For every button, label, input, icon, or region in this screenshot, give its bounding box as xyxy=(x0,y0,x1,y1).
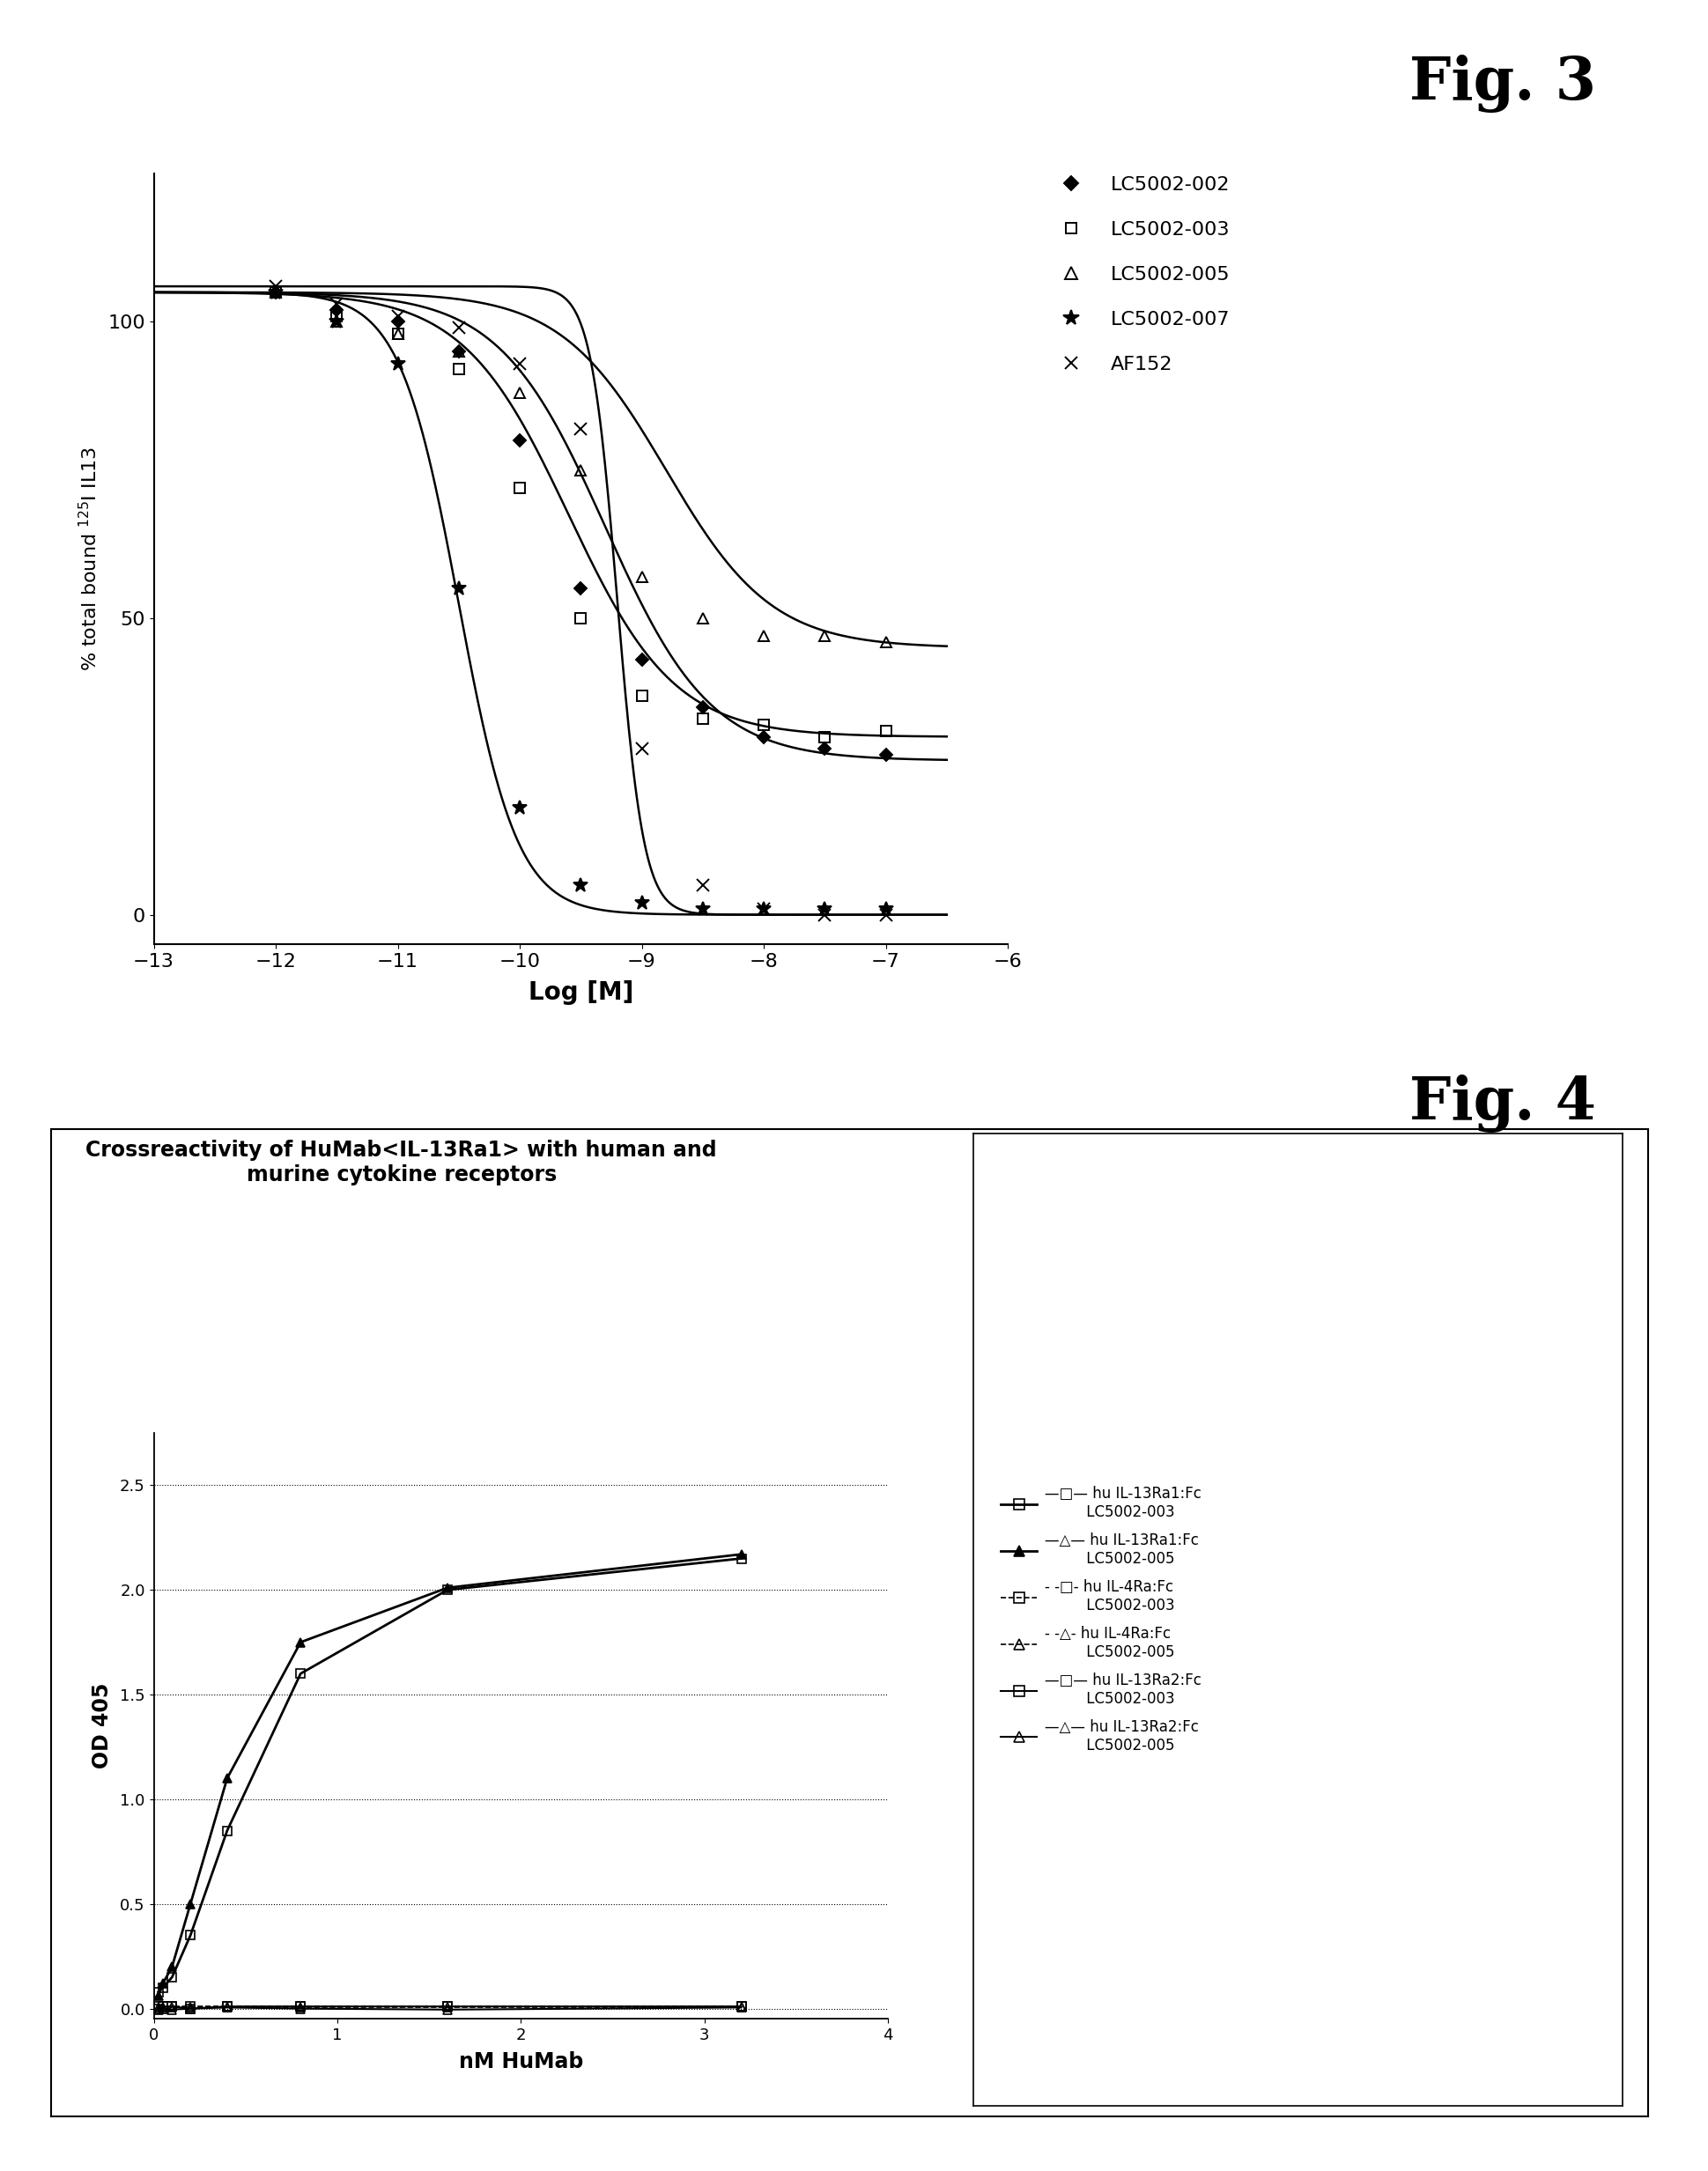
Y-axis label: OD 405: OD 405 xyxy=(91,1683,113,1769)
X-axis label: nM HuMab: nM HuMab xyxy=(459,2052,582,2071)
Text: Fig. 3: Fig. 3 xyxy=(1409,54,1597,113)
Legend: LC5002-002, LC5002-003, LC5002-005, LC5002-007, AF152: LC5002-002, LC5002-003, LC5002-005, LC50… xyxy=(1052,176,1230,373)
Text: Crossreactivity of HuMab<IL-13Ra1> with human and
murine cytokine receptors: Crossreactivity of HuMab<IL-13Ra1> with … xyxy=(85,1140,717,1185)
Text: Fig. 4: Fig. 4 xyxy=(1409,1075,1597,1133)
Y-axis label: % total bound $^{125}$I IL13: % total bound $^{125}$I IL13 xyxy=(79,447,101,671)
Legend: —□— hu IL-13Ra1:Fc
         LC5002-003, —△— hu IL-13Ra1:Fc
         LC5002-005, : —□— hu IL-13Ra1:Fc LC5002-003, —△— hu IL… xyxy=(1001,1485,1201,1754)
X-axis label: Log [M]: Log [M] xyxy=(528,981,634,1005)
